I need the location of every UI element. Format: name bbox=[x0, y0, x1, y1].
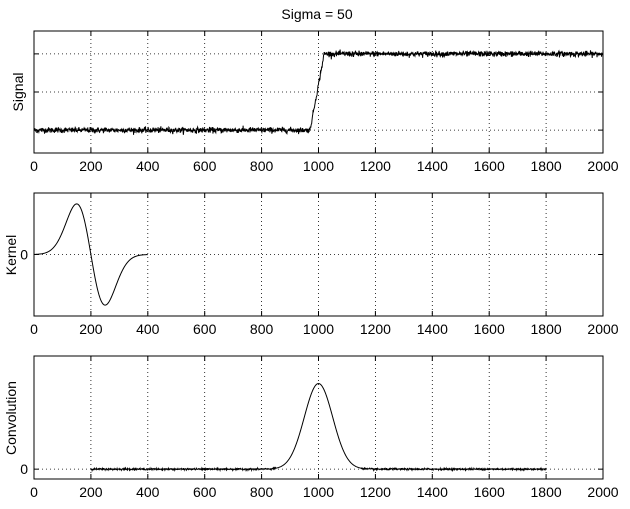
convolution-x-tick-label: 1400 bbox=[417, 484, 448, 500]
signal-x-tick-label: 1800 bbox=[531, 158, 562, 174]
kernel-x-tick-label: 200 bbox=[79, 321, 103, 337]
kernel-x-tick-label: 600 bbox=[193, 321, 217, 337]
convolution-panel: Convolution 0 200 400 600 800 1000 1200 1400 160… bbox=[3, 355, 619, 500]
signal-x-tick-label: 1400 bbox=[417, 158, 448, 174]
convolution-x-tick-label: 2000 bbox=[587, 484, 618, 500]
kernel-panel: Kernel 0 200 400 600 800 1000 1200 1400 1600 1800… bbox=[3, 192, 619, 337]
kernel-x-tick-label: 400 bbox=[136, 321, 160, 337]
kernel-x-tick-label: 800 bbox=[250, 321, 274, 337]
kernel-x-tick-label: 2000 bbox=[587, 321, 618, 337]
kernel-series-line bbox=[33, 203, 148, 306]
signal-x-tick-label: 200 bbox=[79, 158, 103, 174]
kernel-x-tick-label: 1400 bbox=[417, 321, 448, 337]
convolution-x-tick-label: 400 bbox=[136, 484, 160, 500]
convolution-x-tick-label: 200 bbox=[79, 484, 103, 500]
convolution-x-tick-label: 1000 bbox=[303, 484, 334, 500]
signal-x-tick-label: 1600 bbox=[474, 158, 505, 174]
signal-x-tick-label: 400 bbox=[136, 158, 160, 174]
kernel-x-tick-label: 1600 bbox=[474, 321, 505, 337]
convolution-series-line bbox=[90, 383, 547, 473]
signal-series-line bbox=[33, 49, 604, 135]
kernel-x-tick-label: 1000 bbox=[303, 321, 334, 337]
signal-x-tick-label: 2000 bbox=[587, 158, 618, 174]
signal-x-tick-label: 600 bbox=[193, 158, 217, 174]
kernel-ylabel: Kernel bbox=[3, 235, 19, 275]
kernel-y-tick-label: 0 bbox=[20, 247, 28, 263]
signal-x-tick-label: 800 bbox=[250, 158, 274, 174]
chart-title: Sigma = 50 bbox=[281, 6, 352, 22]
convolution-x-tick-label: 1200 bbox=[360, 484, 391, 500]
signal-x-tick-label: 1200 bbox=[360, 158, 391, 174]
signal-ylabel: Signal bbox=[10, 73, 26, 112]
convolution-x-tick-label: 1800 bbox=[531, 484, 562, 500]
signal-x-tick-label: 0 bbox=[30, 158, 38, 174]
convolution-x-tick-label: 1600 bbox=[474, 484, 505, 500]
signal-panel: Signal 0 200 400 600 800 1000 1200 1400 1600 1800… bbox=[10, 30, 619, 174]
convolution-x-tick-label: 800 bbox=[250, 484, 274, 500]
convolution-x-tick-label: 0 bbox=[30, 484, 38, 500]
kernel-x-tick-label: 1800 bbox=[531, 321, 562, 337]
convolution-y-tick-label: 0 bbox=[20, 461, 28, 477]
convolution-ylabel: Convolution bbox=[3, 381, 19, 455]
convolution-x-tick-label: 600 bbox=[193, 484, 217, 500]
kernel-x-tick-label: 0 bbox=[30, 321, 38, 337]
kernel-x-tick-label: 1200 bbox=[360, 321, 391, 337]
signal-x-tick-label: 1000 bbox=[303, 158, 334, 174]
